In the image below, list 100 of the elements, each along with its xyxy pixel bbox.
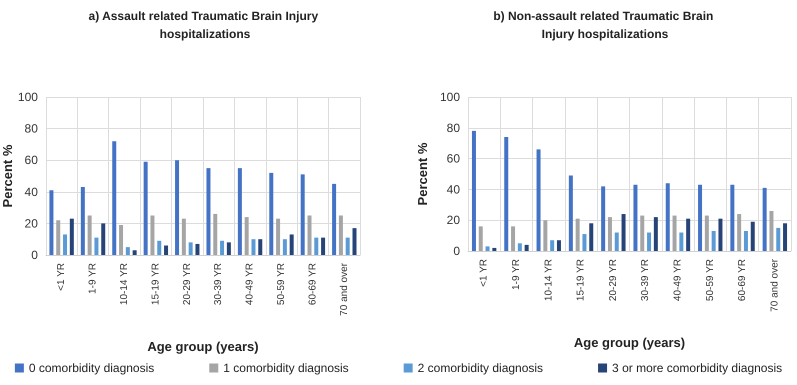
y-tick-label: 100 xyxy=(18,90,38,104)
y-tick-label: 60 xyxy=(446,152,460,166)
x-tick-label: 20-29 YR xyxy=(608,259,619,302)
bar xyxy=(49,190,54,255)
bar xyxy=(518,243,522,251)
bar xyxy=(282,239,287,255)
bar xyxy=(307,216,312,255)
bar xyxy=(582,234,586,251)
bar xyxy=(622,214,626,251)
bar xyxy=(698,184,702,251)
bar xyxy=(70,218,74,255)
bar xyxy=(238,168,242,255)
bar xyxy=(472,130,476,251)
x-tick-label: 70 and over xyxy=(338,262,350,316)
bar xyxy=(112,141,116,255)
bar xyxy=(314,238,318,255)
bar xyxy=(536,149,541,251)
x-tick-label: 1-9 YR xyxy=(88,263,99,294)
bar xyxy=(511,226,516,251)
x-tick-label: <1 YR xyxy=(478,259,490,287)
bar xyxy=(776,228,780,251)
bar xyxy=(576,218,580,251)
bar xyxy=(556,240,561,251)
bar xyxy=(640,216,644,251)
bar xyxy=(300,174,305,255)
x-tick-label: 60-69 YR xyxy=(737,259,748,302)
bar xyxy=(589,223,594,251)
bar xyxy=(101,223,106,255)
bar xyxy=(206,168,210,255)
bar xyxy=(132,250,137,255)
bar xyxy=(633,184,638,251)
bar xyxy=(269,172,274,255)
bar xyxy=(654,217,658,251)
x-tick-label: 20-29 YR xyxy=(182,263,193,306)
bar xyxy=(718,218,722,251)
bar xyxy=(730,184,734,251)
y-axis-title: Percent % xyxy=(415,142,430,206)
x-tick-label: 40-49 YR xyxy=(672,259,684,302)
bar xyxy=(332,184,336,255)
bar xyxy=(679,232,684,251)
bar xyxy=(750,222,755,251)
x-tick-label: 15-19 YR xyxy=(576,259,587,302)
bar xyxy=(175,160,180,255)
bar xyxy=(543,220,548,251)
y-axis-title: Percent % xyxy=(0,144,15,208)
bar xyxy=(321,238,326,255)
bar xyxy=(783,223,788,251)
x-axis-title: Age group (years) xyxy=(147,339,259,354)
bar xyxy=(276,218,280,255)
x-axis-title: Age group (years) xyxy=(574,335,686,350)
bar xyxy=(63,234,68,255)
bar xyxy=(195,244,200,255)
bar xyxy=(88,216,92,255)
bar xyxy=(647,232,652,251)
x-tick-label: 15-19 YR xyxy=(150,263,162,306)
legend-label: 3 or more comorbidity diagnosis xyxy=(612,361,782,375)
chart-title: b) Non-assault related Traumatic Brain Injury hospitalizations xyxy=(493,9,717,41)
bar xyxy=(712,230,716,251)
x-tick-label: 10-14 YR xyxy=(543,259,554,302)
y-tick-label: 40 xyxy=(446,182,460,196)
bar xyxy=(704,216,709,251)
bar xyxy=(290,234,294,255)
bar xyxy=(346,238,350,255)
legend-label: 1 comorbidity diagnosis xyxy=(223,361,349,375)
y-tick-label: 20 xyxy=(24,216,38,230)
x-tick-label: 50-59 YR xyxy=(276,263,287,306)
bar xyxy=(608,217,612,251)
bar xyxy=(492,248,496,251)
y-tick-label: 20 xyxy=(446,213,460,228)
bar xyxy=(478,226,483,251)
x-tick-label: 40-49 YR xyxy=(244,263,256,306)
bar xyxy=(258,239,262,255)
x-tick-label: 10-14 YR xyxy=(118,263,130,306)
bar xyxy=(762,188,767,251)
x-tick-label: 30-39 YR xyxy=(640,259,652,302)
bar xyxy=(220,240,224,255)
bar xyxy=(524,244,529,251)
bar xyxy=(614,232,619,251)
x-tick-label: 30-39 YR xyxy=(213,263,224,306)
bar xyxy=(686,218,690,251)
chart-title: a) Assault related Traumatic Brain Injury hospitalizations xyxy=(88,9,322,41)
x-tick-label: 1-9 YR xyxy=(510,259,522,290)
bar xyxy=(737,214,742,251)
bar xyxy=(119,224,124,255)
bar xyxy=(164,246,168,255)
bar xyxy=(601,186,606,251)
bar xyxy=(150,216,154,255)
bar xyxy=(486,246,490,251)
bar xyxy=(244,217,249,255)
x-tick-label: 50-59 YR xyxy=(704,259,716,302)
bar xyxy=(188,242,193,255)
bar xyxy=(226,242,231,255)
bar xyxy=(80,187,85,255)
bar xyxy=(144,162,148,255)
bar xyxy=(338,216,343,255)
bar xyxy=(504,137,508,251)
y-tick-label: 0 xyxy=(31,248,38,262)
bar xyxy=(666,183,670,251)
y-tick-label: 0 xyxy=(453,244,460,258)
x-tick-label: <1 YR xyxy=(56,263,68,291)
